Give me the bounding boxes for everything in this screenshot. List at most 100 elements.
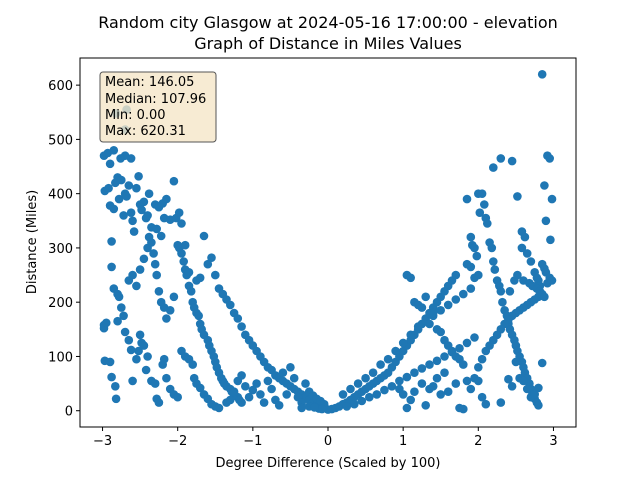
data-point [169, 176, 179, 186]
data-point [380, 385, 389, 395]
data-point [526, 257, 536, 266]
data-point [105, 159, 115, 169]
x-tick-label: −3 [93, 434, 112, 449]
data-point [451, 379, 461, 388]
data-point [496, 398, 506, 407]
data-point [177, 249, 186, 258]
data-point [496, 154, 506, 163]
data-point [165, 306, 175, 315]
data-point [195, 273, 205, 283]
data-point [402, 372, 412, 382]
data-point [137, 205, 146, 215]
data-point [139, 197, 149, 207]
data-point [132, 354, 141, 364]
data-point [126, 154, 136, 163]
data-point [150, 379, 160, 388]
y-tick-label: 100 [48, 350, 73, 365]
data-point [522, 384, 532, 394]
data-point [350, 399, 359, 409]
data-point [195, 383, 205, 393]
data-point [129, 227, 139, 236]
data-point [353, 379, 363, 388]
data-point [149, 249, 158, 258]
data-point [135, 265, 145, 274]
data-point [244, 392, 254, 402]
data-point [338, 390, 348, 399]
data-point [237, 371, 246, 380]
data-point [128, 216, 137, 226]
y-tick-label: 400 [48, 188, 73, 203]
data-point [274, 401, 284, 410]
data-point [421, 401, 431, 410]
data-point [466, 262, 476, 272]
data-point [472, 251, 482, 261]
data-point [436, 306, 446, 315]
data-point [462, 194, 472, 204]
data-point [477, 189, 487, 198]
data-point [177, 219, 186, 228]
y-tick-label: 200 [48, 296, 73, 311]
data-point [179, 257, 188, 266]
data-point [541, 216, 551, 226]
data-point [511, 357, 521, 367]
data-point [237, 398, 246, 407]
data-point [462, 338, 472, 348]
data-point [451, 295, 461, 304]
data-point [186, 287, 196, 296]
data-point [113, 289, 122, 299]
data-point [417, 364, 427, 373]
data-point [226, 300, 235, 310]
data-point [546, 235, 555, 245]
data-point [150, 259, 160, 269]
data-point [432, 373, 442, 383]
data-point [119, 211, 128, 220]
data-point [134, 172, 143, 181]
y-tick-label: 300 [48, 242, 73, 257]
data-point [425, 319, 434, 329]
data-point [398, 390, 408, 399]
data-point [342, 402, 352, 411]
data-point [289, 373, 299, 383]
data-point [180, 240, 190, 250]
data-point [406, 330, 416, 340]
data-point [111, 382, 120, 391]
data-point [134, 346, 143, 356]
data-point [184, 268, 194, 277]
data-point [443, 300, 453, 310]
chart-title-line2: Graph of Distance in Miles Values [194, 34, 462, 53]
data-point [119, 311, 128, 321]
data-point [455, 344, 464, 353]
data-point [513, 192, 522, 201]
data-point [376, 360, 385, 369]
data-point [203, 259, 213, 269]
data-point [504, 374, 513, 384]
data-point [466, 384, 476, 394]
data-point [169, 292, 179, 302]
data-point [237, 322, 246, 331]
data-point [162, 314, 171, 323]
data-point [459, 289, 468, 299]
data-point [517, 243, 527, 253]
data-point [483, 219, 492, 228]
data-point [156, 231, 166, 241]
data-point [428, 382, 438, 391]
data-point [540, 181, 549, 190]
stats-mean: Mean: 146.05 [105, 75, 194, 90]
data-point [459, 360, 468, 369]
data-point [417, 303, 427, 312]
data-point [474, 363, 483, 372]
data-point [425, 360, 434, 369]
data-point [109, 146, 119, 155]
data-point [107, 262, 116, 272]
data-point [233, 314, 243, 323]
data-point [120, 327, 130, 337]
data-point [398, 338, 408, 348]
data-point [459, 404, 468, 414]
data-point [417, 379, 427, 388]
data-point [451, 270, 461, 280]
axis-ticks: −3 −2 −1 0 1 2 3 0 100 200 300 400 500 600 [48, 79, 557, 449]
data-point [152, 224, 161, 234]
data-point [267, 384, 276, 394]
data-point [139, 254, 149, 264]
data-point [346, 384, 355, 394]
